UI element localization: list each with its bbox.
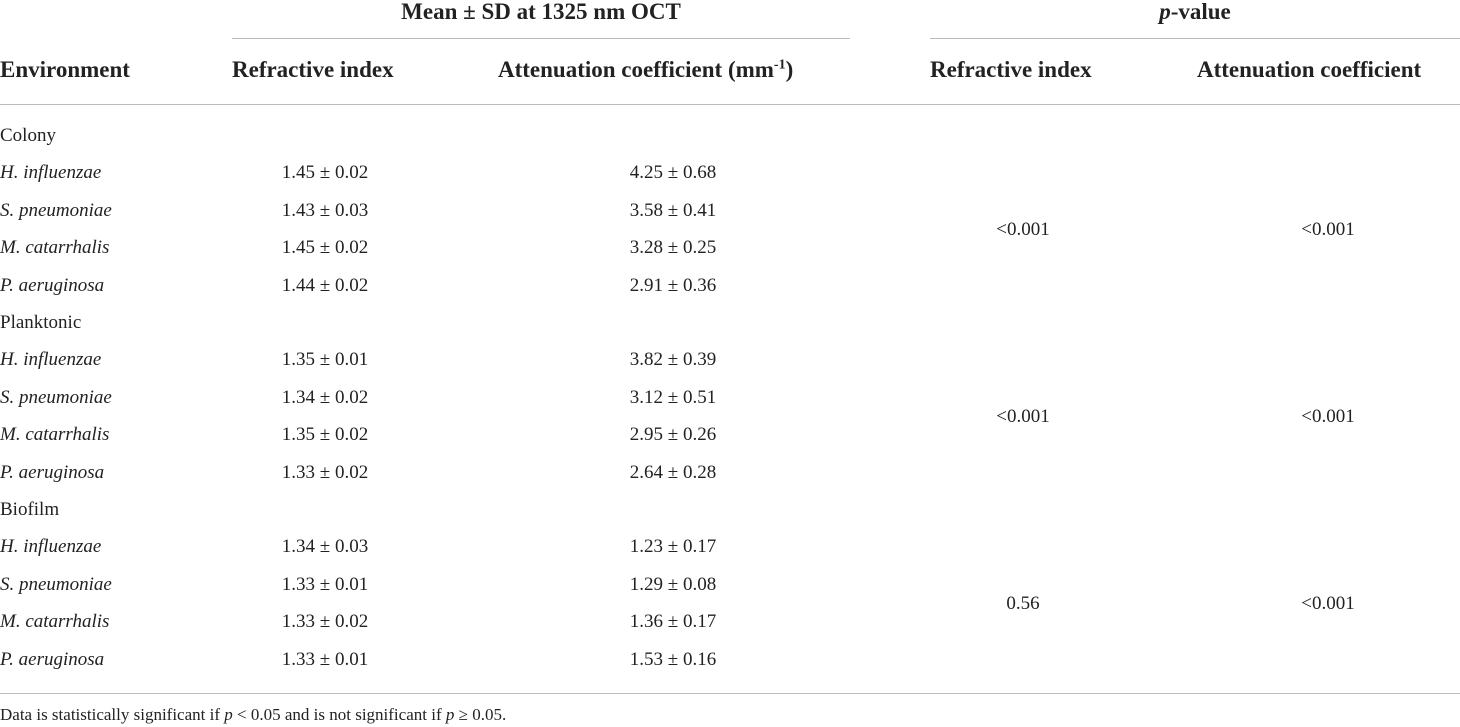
cell: 1.33 ± 0.01	[281, 573, 369, 595]
cell: 1.33 ± 0.01	[281, 648, 369, 670]
italic-p: p	[1159, 0, 1171, 24]
italic-p: p	[445, 705, 455, 724]
group-header: Mean ± SD at 1325 nm OCT	[401, 0, 681, 24]
italic-p: p	[224, 705, 233, 724]
p-value: <0.001	[996, 405, 1050, 427]
p-value: <0.001	[1301, 592, 1355, 614]
column-header: Environment	[0, 57, 130, 82]
text: )	[785, 57, 794, 82]
organism: S. pneumoniae	[0, 199, 112, 221]
column-header: Attenuation coefficient (mm-1)	[498, 56, 793, 84]
organism: S. pneumoniae	[0, 386, 112, 408]
cell: 3.28 ± 0.25	[629, 237, 717, 259]
group-label: Colony	[0, 125, 56, 146]
cell: 1.35 ± 0.02	[281, 424, 369, 446]
cell: 2.91 ± 0.36	[629, 274, 717, 296]
organism: S. pneumoniae	[0, 573, 112, 595]
p-value: <0.001	[996, 218, 1050, 240]
organism: M. catarrhalis	[0, 424, 110, 446]
organism: P. aeruginosa	[0, 461, 105, 483]
p-value: <0.001	[1301, 405, 1355, 427]
cell: 2.64 ± 0.28	[629, 461, 717, 483]
superscript: -1	[773, 57, 786, 73]
group-header: p-value	[1159, 0, 1231, 26]
header-rule	[0, 104, 1460, 105]
cell: 1.34 ± 0.03	[281, 536, 369, 558]
organism: M. catarrhalis	[0, 237, 110, 259]
cell: 1.45 ± 0.02	[281, 162, 369, 184]
organism: P. aeruginosa	[0, 648, 105, 670]
column-header: Attenuation coefficient	[1197, 57, 1422, 82]
text: ≥ 0.05.	[454, 705, 507, 724]
cell: 1.33 ± 0.02	[281, 461, 369, 483]
organism: H. influenzae	[0, 349, 102, 371]
cell: 1.29 ± 0.08	[629, 573, 717, 595]
cell: 3.82 ± 0.39	[629, 349, 717, 371]
text: -value	[1170, 0, 1231, 24]
footnote: Data is statistically significant if p <…	[0, 703, 506, 727]
column-header: Refractive index	[232, 57, 394, 82]
group-rule	[232, 38, 850, 39]
cell: 2.95 ± 0.26	[629, 424, 717, 446]
column-header: Refractive index	[930, 57, 1092, 82]
cell: 1.35 ± 0.01	[281, 349, 369, 371]
cell: 1.34 ± 0.02	[281, 386, 369, 408]
text: Attenuation coefficient (mm	[498, 57, 774, 82]
cell: 1.23 ± 0.17	[629, 536, 717, 558]
text: < 0.05 and is not significant if	[232, 705, 446, 724]
organism: P. aeruginosa	[0, 274, 105, 296]
organism: H. influenzae	[0, 162, 102, 184]
cell: 1.43 ± 0.03	[281, 199, 369, 221]
bottom-rule	[0, 693, 1460, 694]
group-rule	[930, 38, 1460, 39]
cell: 1.44 ± 0.02	[281, 274, 369, 296]
p-value: <0.001	[1301, 218, 1355, 240]
cell: 3.12 ± 0.51	[629, 386, 717, 408]
cell: 1.45 ± 0.02	[281, 237, 369, 259]
cell: 1.36 ± 0.17	[629, 611, 717, 633]
text: Data is statistically significant if	[0, 705, 225, 724]
cell: 1.53 ± 0.16	[629, 648, 717, 670]
cell: 3.58 ± 0.41	[629, 199, 717, 221]
organism: H. influenzae	[0, 536, 102, 558]
cell: 4.25 ± 0.68	[629, 162, 717, 184]
group-label: Planktonic	[0, 312, 82, 333]
p-value: 0.56	[1006, 592, 1040, 614]
cell: 1.33 ± 0.02	[281, 611, 369, 633]
group-label: Biofilm	[0, 499, 60, 520]
organism: M. catarrhalis	[0, 611, 110, 633]
